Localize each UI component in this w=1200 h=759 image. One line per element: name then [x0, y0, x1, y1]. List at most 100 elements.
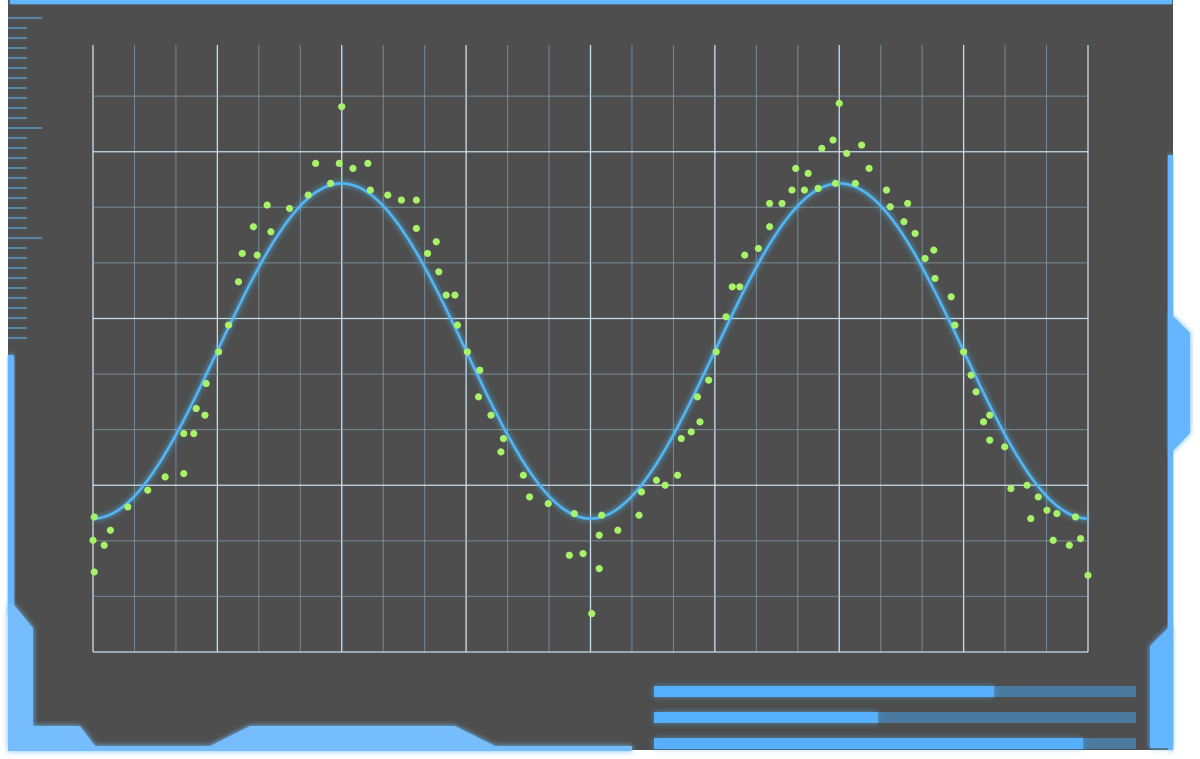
- data-point: [124, 503, 132, 511]
- data-point: [106, 526, 115, 534]
- data-point: [911, 229, 919, 238]
- data-point: [89, 536, 97, 544]
- data-point: [412, 196, 420, 204]
- progress-bar-1: [654, 686, 1136, 697]
- data-point: [921, 254, 929, 263]
- right-bump: [1170, 313, 1190, 454]
- data-point: [201, 411, 209, 419]
- data-point: [829, 136, 837, 144]
- data-point: [930, 246, 938, 254]
- data-point: [1023, 481, 1031, 489]
- data-point: [754, 244, 763, 253]
- progress-bar-3: [654, 738, 1136, 749]
- data-point: [986, 411, 994, 419]
- data-point: [565, 551, 573, 559]
- data-point: [304, 191, 312, 199]
- data-point: [338, 103, 346, 111]
- scatter-points: [89, 99, 1092, 618]
- data-point: [234, 278, 243, 286]
- data-point: [190, 429, 198, 438]
- data-point: [544, 499, 552, 508]
- data-point: [831, 179, 840, 188]
- chart-grid: [92, 45, 1089, 653]
- data-point: [595, 531, 603, 539]
- data-point: [312, 159, 320, 167]
- progress-bar-2: [654, 712, 1136, 723]
- data-point: [180, 429, 188, 438]
- progress-fill: [654, 686, 994, 697]
- data-point: [497, 448, 505, 456]
- data-point: [453, 321, 462, 329]
- data-point: [474, 393, 483, 401]
- data-point: [161, 473, 169, 481]
- data-point: [741, 251, 749, 259]
- data-point: [1065, 541, 1073, 549]
- data-point: [1007, 484, 1015, 493]
- data-point: [637, 488, 646, 496]
- left-accent-strip: [8, 355, 14, 615]
- data-point: [1049, 536, 1057, 544]
- fit-curve: [92, 182, 1089, 520]
- data-point: [1053, 509, 1061, 518]
- data-point: [451, 291, 459, 299]
- data-point: [696, 418, 704, 426]
- data-point: [202, 379, 210, 388]
- left-ruler: [8, 17, 42, 339]
- data-point: [442, 291, 450, 299]
- data-point: [215, 348, 223, 356]
- data-point: [635, 511, 643, 519]
- bottom-right-block: [1150, 624, 1172, 748]
- data-point: [570, 509, 578, 518]
- data-point: [335, 159, 343, 167]
- data-point: [766, 199, 774, 208]
- data-point: [804, 169, 812, 178]
- data-point: [476, 366, 484, 374]
- data-point: [192, 404, 200, 413]
- data-point: [435, 268, 443, 276]
- data-point: [180, 469, 188, 478]
- data-point: [224, 321, 233, 329]
- data-point: [598, 511, 606, 519]
- data-point: [384, 191, 392, 199]
- fit-curve-layer: [92, 182, 1089, 520]
- data-point: [882, 186, 891, 194]
- data-point: [728, 283, 736, 291]
- data-point: [1076, 535, 1085, 543]
- data-point: [673, 471, 682, 479]
- data-point: [851, 179, 860, 188]
- progress-fill: [654, 738, 1083, 749]
- top-accent-bar: [10, 0, 1172, 4]
- data-point: [432, 238, 440, 246]
- data-point: [519, 471, 527, 479]
- data-point: [90, 513, 98, 521]
- data-point: [100, 541, 108, 549]
- data-point: [1071, 513, 1080, 521]
- data-point: [986, 436, 994, 444]
- data-point: [972, 388, 980, 396]
- data-point: [931, 274, 939, 283]
- data-point: [487, 411, 495, 419]
- data-point: [525, 493, 534, 501]
- progress-fill: [654, 712, 879, 723]
- data-point: [249, 223, 258, 231]
- data-point: [463, 348, 471, 356]
- data-point: [285, 204, 294, 213]
- data-point: [722, 313, 730, 321]
- data-point: [818, 144, 826, 152]
- data-point: [705, 376, 713, 384]
- data-point: [499, 434, 508, 443]
- data-point: [693, 393, 702, 401]
- data-point: [1084, 571, 1092, 579]
- data-point: [1034, 493, 1042, 501]
- data-point: [900, 218, 908, 226]
- data-point: [412, 224, 420, 233]
- data-point: [1043, 506, 1051, 514]
- data-point: [652, 476, 661, 484]
- data-point: [886, 203, 894, 211]
- data-point: [397, 196, 406, 204]
- data-point: [788, 186, 796, 194]
- data-point: [947, 293, 955, 301]
- data-point: [263, 201, 271, 209]
- data-point: [267, 228, 275, 236]
